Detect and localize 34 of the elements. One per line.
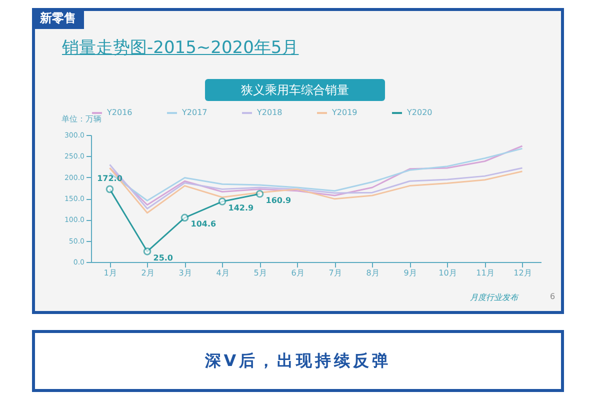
x-tick-label: 12月 (514, 268, 532, 278)
x-tick-label: 6月 (291, 268, 304, 278)
chart-subtitle: 狭义乘用车综合销量 (205, 79, 385, 101)
data-label: 104.6 (190, 220, 216, 229)
x-tick-label: 10月 (438, 268, 457, 278)
point (106, 185, 114, 194)
chart-title: 销量走势图-2015~2020年5月 (62, 37, 299, 59)
x-tick-label: 9月 (404, 268, 417, 278)
legend-label: Y2020 (406, 108, 432, 117)
x-tick-label: 5月 (254, 268, 267, 278)
text: 月度行业发布 (470, 292, 518, 303)
data-label: 25.0 (153, 253, 174, 262)
text: 新零售 (32, 8, 84, 29)
text: 6 (550, 292, 556, 301)
point (180, 214, 189, 222)
x-tick-label: 1月 (104, 268, 117, 278)
legend-label: Y2019 (331, 108, 358, 117)
point (256, 190, 264, 198)
x-tick-label: 4月 (216, 268, 230, 278)
legend-label: Y2017 (181, 108, 208, 117)
data-label: 160.9 (266, 196, 292, 205)
y-axis-title: 单位：万辆 (62, 114, 102, 124)
x-tick-label: 3月 (178, 268, 192, 278)
text: 深V后，出现持续反弹 (32, 330, 564, 392)
legend-label: Y2016 (106, 108, 132, 117)
point (143, 248, 152, 256)
data-label: 142.9 (228, 204, 254, 213)
x-tick-label: 2月 (141, 268, 154, 278)
x-tick-label: 11月 (476, 268, 494, 278)
x-tick-label: 8月 (366, 268, 380, 278)
data-label: 172.0 (97, 174, 123, 184)
legend-label: Y2018 (256, 108, 282, 117)
point (218, 198, 226, 206)
x-tick-label: 7月 (328, 268, 342, 278)
